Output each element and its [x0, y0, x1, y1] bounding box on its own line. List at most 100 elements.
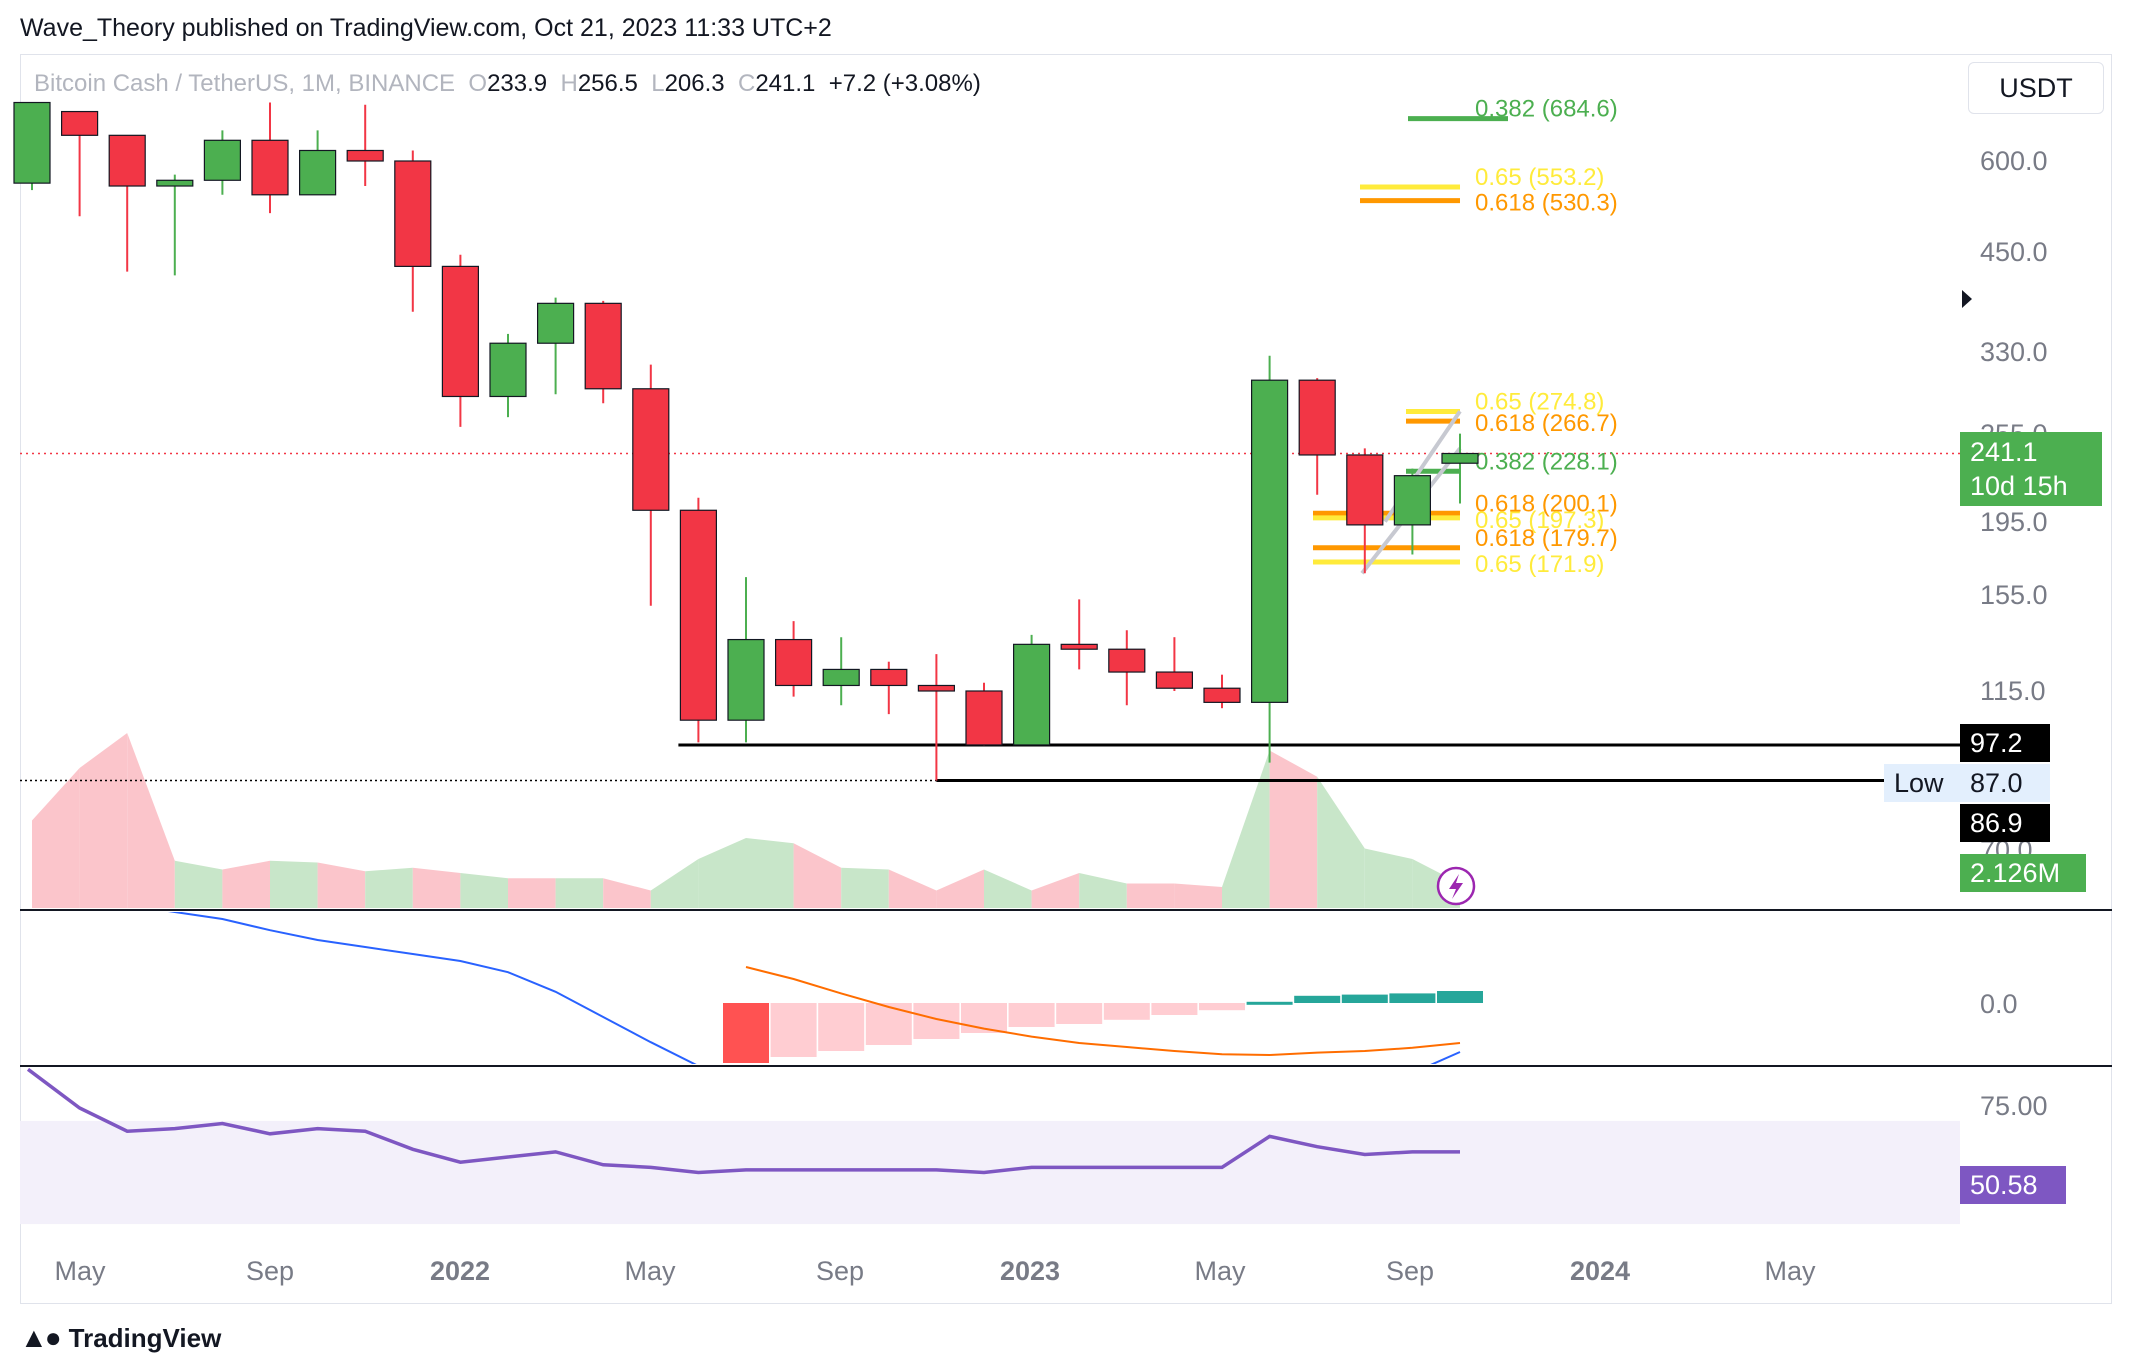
- macd-histogram-bar: [913, 1003, 960, 1039]
- candle-body: [489, 342, 527, 398]
- fib-label: 0.65 (171.9): [1475, 551, 1604, 578]
- fib-label: 0.65 (274.8): [1475, 389, 1604, 416]
- candle-body: [251, 139, 289, 196]
- time-axis-tick: Sep: [816, 1256, 864, 1286]
- candle-body: [441, 265, 479, 398]
- candle-body: [346, 149, 384, 162]
- price-axis-tick: 450.0: [1980, 237, 2048, 267]
- volume-segment: [1079, 873, 1127, 908]
- chart-frame[interactable]: [20, 54, 2112, 1304]
- rsi-tag: 50.58: [1960, 1166, 2066, 1204]
- currency-selector[interactable]: USDT: [1968, 62, 2104, 114]
- price-axis-tick: 330.0: [1980, 337, 2048, 367]
- lightning-bolt-icon: [1449, 874, 1463, 899]
- candle-body: [1250, 379, 1289, 703]
- time-axis-tick: Sep: [1386, 1256, 1434, 1286]
- fib-label: 0.382 (228.1): [1475, 448, 1618, 475]
- volume-segment: [1174, 883, 1222, 908]
- macd-histogram-bar: [1151, 1003, 1198, 1015]
- time-axis-tick: May: [1764, 1256, 1816, 1286]
- symbol-name: Bitcoin Cash / TetherUS, 1M, BINANCE: [34, 70, 456, 97]
- candle-body: [1155, 671, 1194, 689]
- volume-segment: [555, 878, 604, 908]
- candle-body: [13, 101, 51, 184]
- countdown-value: 10d 15h: [1970, 471, 2068, 501]
- rsi-line: [26, 1067, 1460, 1175]
- low-value: 206.3: [664, 70, 725, 97]
- volume-segment: [984, 869, 1032, 908]
- macd-histogram-bar: [1103, 1003, 1150, 1020]
- high-label: H: [560, 70, 578, 97]
- candle-body: [536, 302, 575, 344]
- volume-segment: [460, 873, 508, 908]
- time-axis-tick: May: [624, 1256, 676, 1286]
- publisher-caption: Wave_Theory published on TradingView.com…: [20, 14, 832, 42]
- candle-body: [394, 160, 432, 267]
- volume-segment: [793, 843, 842, 908]
- scroll-right-icon: [1962, 290, 1972, 308]
- time-axis-tick: Sep: [246, 1256, 294, 1286]
- volume-segment: [1364, 848, 1413, 908]
- macd-histogram-bar: [770, 1003, 817, 1057]
- volume-segment: [222, 860, 270, 908]
- candle-body: [1108, 648, 1146, 673]
- fibonacci-levels: 0.382 (684.6) 0.65 (553.2)0.618 (530.3) 0.…: [1313, 96, 1618, 578]
- candle-body: [870, 668, 908, 687]
- volume-segment: [79, 733, 128, 908]
- volume-segment: [888, 869, 937, 908]
- volume-segment: [174, 860, 223, 908]
- fib-label: 0.618 (200.1): [1475, 490, 1618, 517]
- time-axis-tick: 2022: [430, 1256, 490, 1286]
- price-axis-tick: 115.0: [1980, 676, 2046, 706]
- volume-tag: 2.126M: [1960, 854, 2086, 892]
- brand-name: TradingView: [68, 1322, 222, 1353]
- close-value: 241.1: [755, 70, 816, 97]
- candle-body: [1203, 687, 1241, 703]
- candle-body: [1060, 643, 1098, 650]
- signal-line: [745, 966, 1461, 1057]
- time-axis-tick: 2023: [1000, 1256, 1060, 1286]
- candle-body: [1298, 379, 1336, 456]
- volume-segment: [1031, 873, 1080, 908]
- macd-histogram-bar: [1294, 995, 1341, 1003]
- extra-marks: [1436, 290, 1972, 906]
- volume-segment: [841, 867, 889, 908]
- candle-body: [632, 388, 670, 511]
- candle-body: [156, 179, 194, 187]
- rsi-layer: [26, 1067, 1460, 1175]
- time-axis-tick: May: [1194, 1256, 1246, 1286]
- macd-axis-tick: 0.0: [1980, 989, 2018, 1019]
- volume-segment: [270, 860, 318, 908]
- time-axis-tick: May: [54, 1256, 106, 1286]
- pane-dividers: [20, 909, 2112, 1067]
- candles-layer: [13, 101, 1479, 781]
- candle-body: [774, 638, 813, 687]
- macd-histogram-bar: [1199, 1003, 1245, 1011]
- last-price-value: 241.1: [1970, 437, 2038, 467]
- candle-body: [917, 684, 956, 692]
- price-axis-tick: 600.0: [1980, 146, 2048, 176]
- price-axis-tick: 155.0: [1980, 580, 2048, 610]
- tradingview-brand[interactable]: ▲● TradingView: [20, 1322, 221, 1354]
- low-text-tag: Low: [1884, 764, 1960, 802]
- macd-histogram-bar: [1389, 993, 1436, 1003]
- candle-body: [1012, 643, 1051, 746]
- macd-histogram-bar: [1056, 1003, 1103, 1024]
- symbol-info: Bitcoin Cash / TetherUS, 1M, BINANCE O23…: [34, 70, 981, 98]
- open-label: O: [468, 70, 488, 97]
- volume-segment: [1269, 750, 1318, 908]
- candle-body: [965, 690, 1003, 746]
- volume-segment: [936, 869, 984, 908]
- tradingview-logo-icon: ▲●: [20, 1322, 62, 1353]
- macd-histogram-bar: [865, 1003, 912, 1045]
- volume-segment: [127, 733, 175, 908]
- macd-layer: [167, 912, 1483, 1064]
- volume-segment: [317, 862, 366, 908]
- fib-label: 0.618 (179.7): [1475, 525, 1618, 552]
- support2-price-tag: 86.9: [1960, 804, 2050, 842]
- volume-segment: [365, 867, 413, 908]
- open-value: 233.9: [487, 70, 548, 97]
- support-price-tag: 97.2: [1960, 724, 2050, 762]
- time-axis-tick: 2024: [1570, 1256, 1630, 1286]
